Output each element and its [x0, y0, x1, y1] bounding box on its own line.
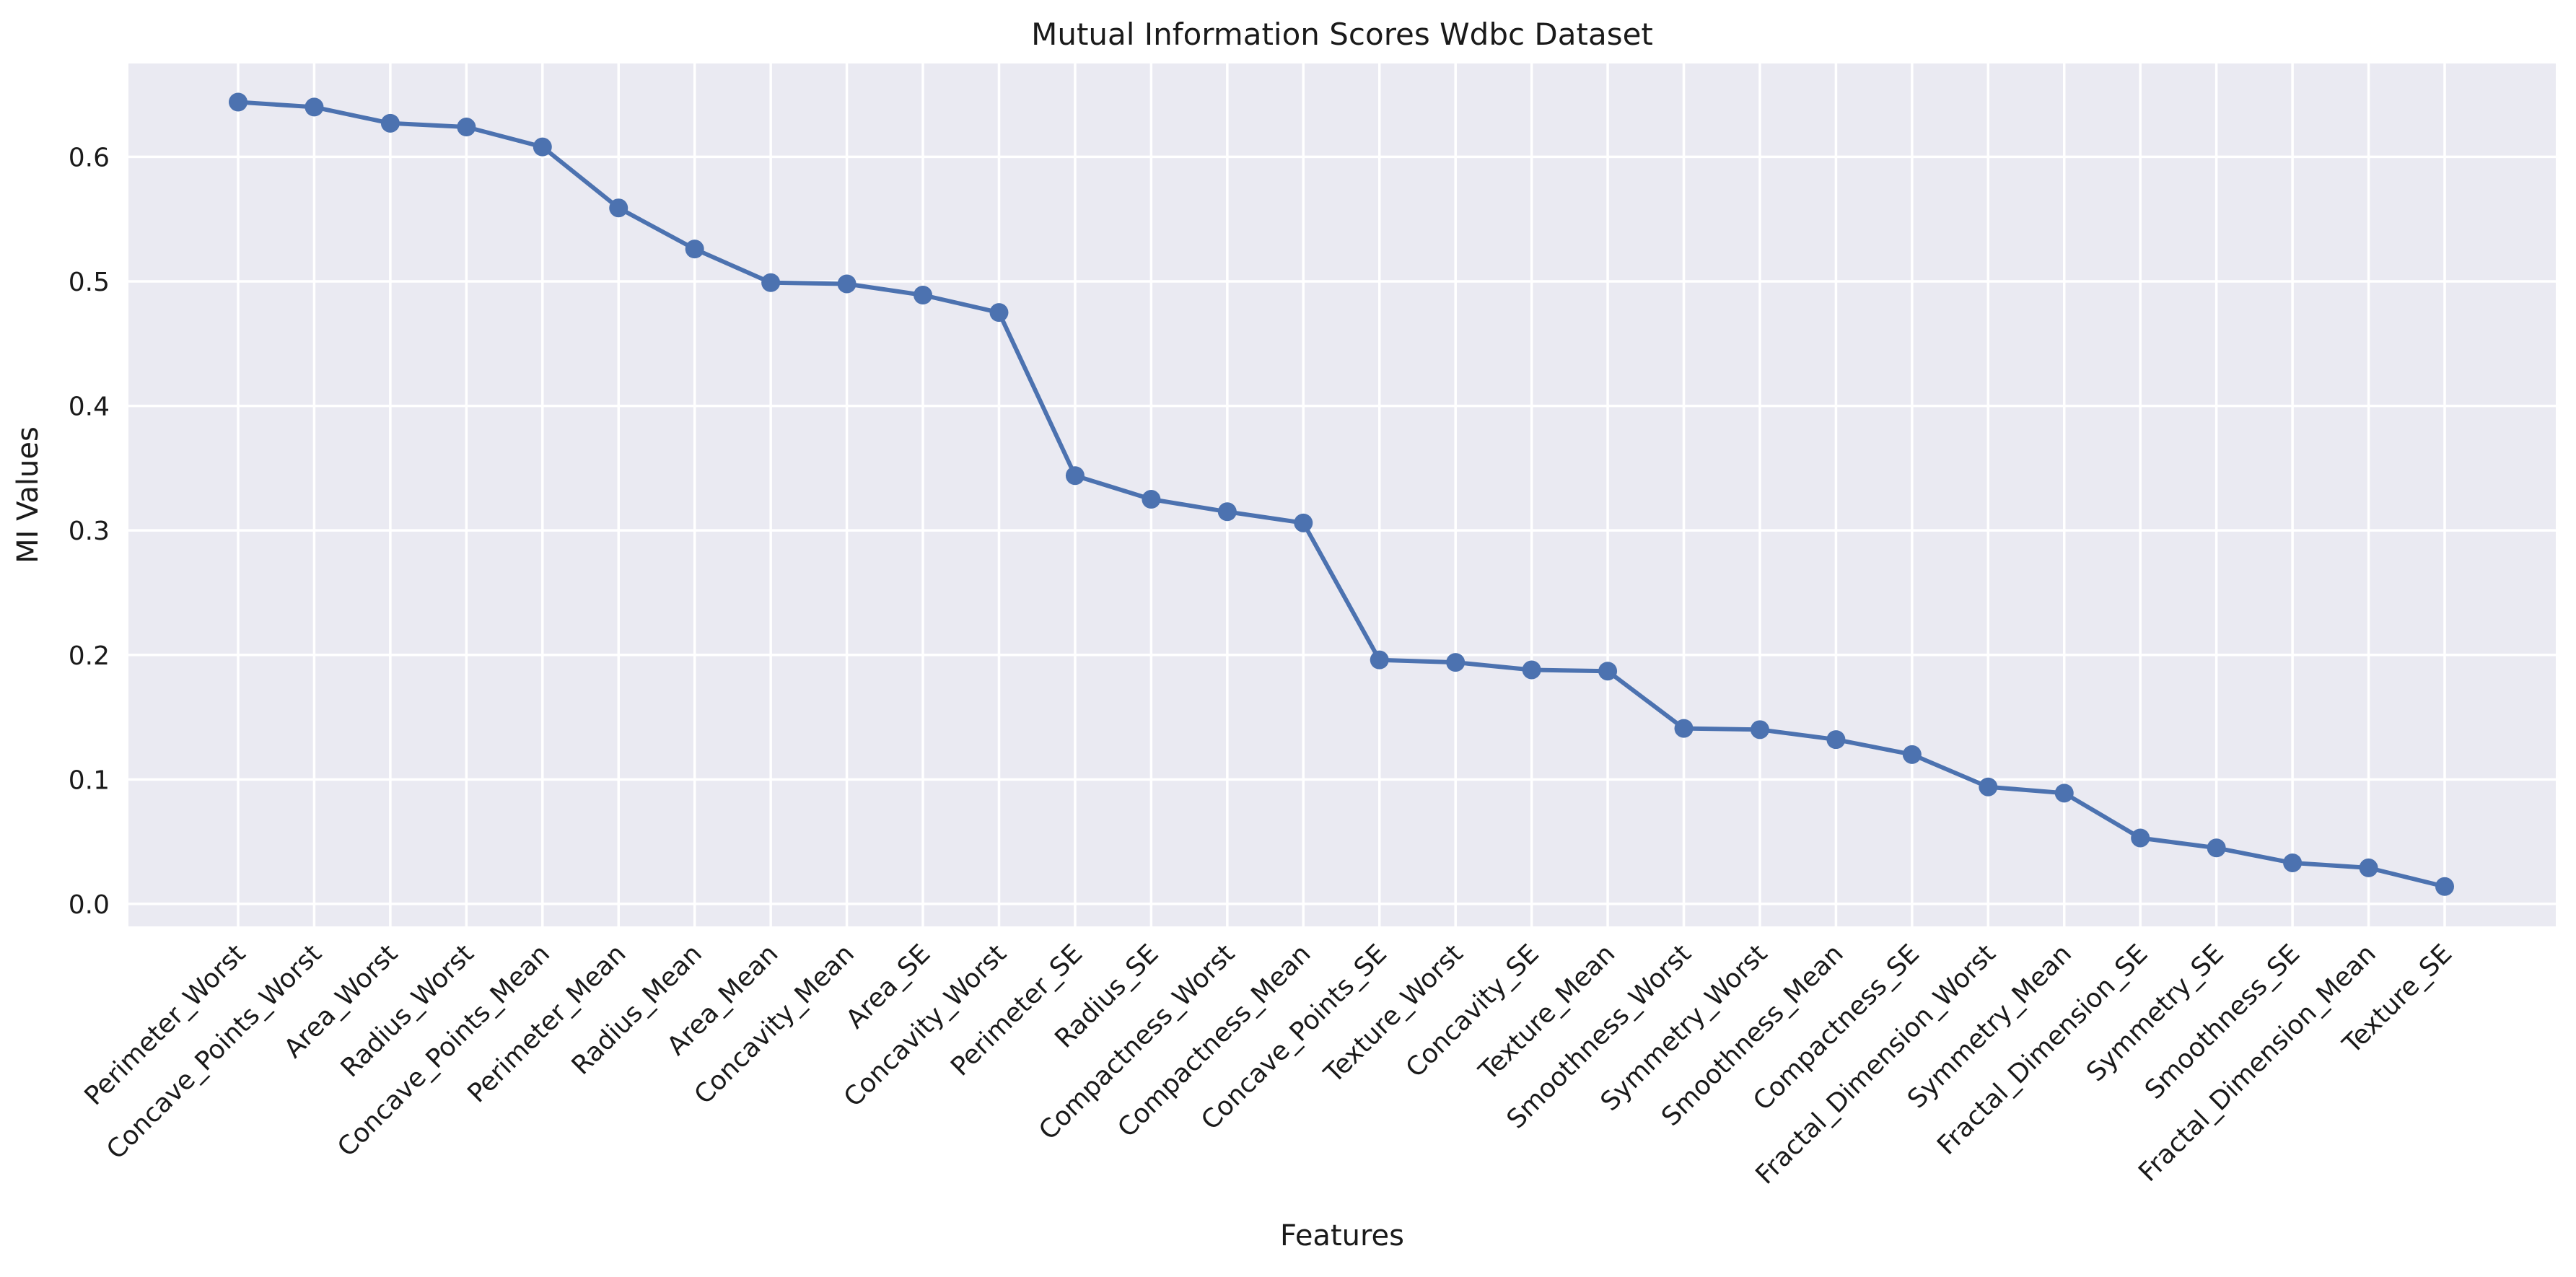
x-tick-label: Radius_Worst — [336, 939, 480, 1083]
y-tick-label: 0.1 — [69, 765, 110, 795]
data-point — [1065, 466, 1085, 486]
data-point — [1522, 660, 1541, 680]
data-point — [1370, 650, 1389, 670]
y-tick-label: 0.6 — [69, 143, 110, 172]
data-point — [914, 286, 933, 305]
x-axis-ticks: Perimeter_WorstConcave_Points_WorstArea_… — [79, 939, 2458, 1190]
chart-title: Mutual Information Scores Wdbc Dataset — [1031, 17, 1653, 52]
data-point — [837, 274, 857, 294]
data-point — [761, 273, 781, 292]
data-point — [1598, 662, 1618, 681]
y-axis-ticks: 0.0 0.1 0.2 0.3 0.4 0.5 0.6 — [69, 143, 110, 919]
x-tick-label: Texture_Mean — [1473, 939, 1621, 1087]
series-points — [229, 92, 2454, 896]
y-tick-label: 0.0 — [69, 890, 110, 920]
data-point — [229, 92, 247, 112]
data-point — [1674, 719, 1694, 738]
data-point — [2435, 877, 2454, 896]
y-tick-label: 0.3 — [69, 517, 110, 546]
y-tick-label: 0.5 — [69, 268, 110, 297]
grid-lines — [128, 63, 2556, 926]
data-point — [1142, 490, 1161, 509]
data-point — [1294, 513, 1313, 532]
data-point — [989, 303, 1009, 322]
y-axis-label: MI Values — [12, 426, 45, 563]
plot-background — [128, 63, 2556, 926]
series-line — [237, 100, 2445, 889]
data-point — [1826, 730, 1846, 750]
x-tick-label: Perimeter_SE — [945, 939, 1088, 1081]
data-point — [380, 113, 400, 133]
data-point — [457, 118, 476, 137]
y-tick-label: 0.2 — [69, 641, 110, 671]
data-point — [305, 97, 324, 117]
data-point — [2359, 858, 2378, 877]
data-point — [1750, 720, 1769, 740]
x-tick-label: Texture_Worst — [1318, 939, 1469, 1089]
data-point — [2131, 828, 2150, 848]
data-point — [1979, 777, 1998, 797]
x-tick-label: Radius_Mean — [566, 939, 708, 1080]
y-tick-label: 0.4 — [69, 392, 110, 422]
data-point — [685, 240, 704, 259]
x-tick-label: Symmetry_SE — [2081, 939, 2230, 1087]
data-point — [533, 137, 552, 157]
data-point — [609, 198, 628, 218]
x-tick-label: Concavity_SE — [1401, 939, 1545, 1083]
data-point — [2207, 838, 2226, 858]
data-point — [2283, 853, 2303, 872]
x-axis-label: Features — [1280, 1219, 1404, 1252]
data-point — [1902, 745, 1922, 764]
data-point — [1217, 502, 1237, 522]
data-point — [2054, 784, 2074, 803]
data-point — [1446, 653, 1466, 672]
